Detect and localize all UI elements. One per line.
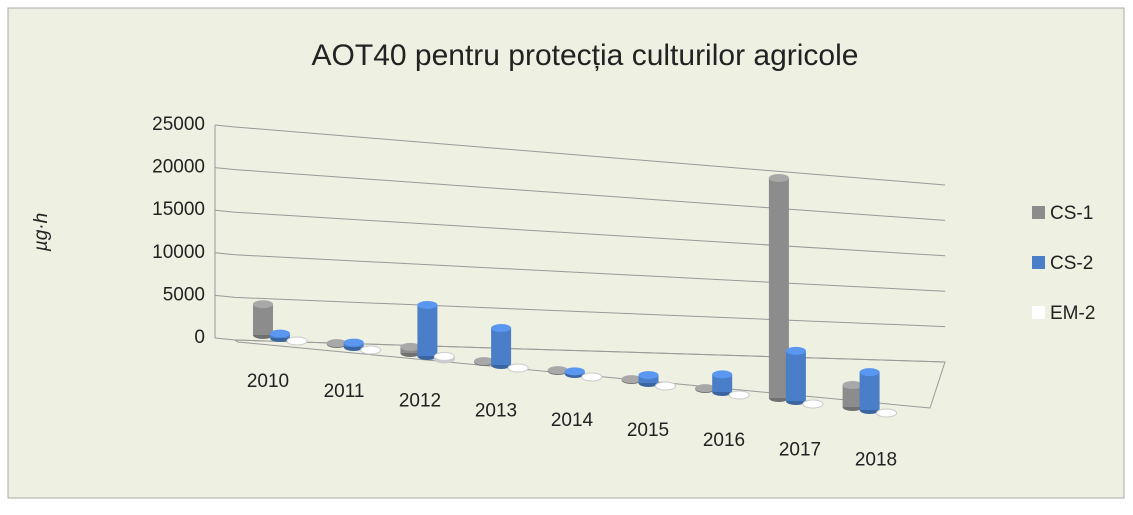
y-axis-label: µg·h [31,213,52,252]
grid-line [214,209,946,257]
cylinder [695,384,716,393]
x-tick-label: 2015 [627,420,669,441]
cylinder [768,174,789,402]
legend-label: CS-2 [1050,253,1093,274]
cylinder [343,338,364,351]
x-tick-label: 2016 [703,430,745,451]
cylinder [286,336,308,346]
y-tick-label: 5000 [163,284,205,305]
grid-line [214,294,946,328]
cylinder [655,381,676,391]
cylinder [728,390,750,400]
chart-area [7,7,1125,499]
chart-title: AOT40 pentru protecția culturilor agrico… [312,39,859,72]
cylinder [802,399,824,409]
x-tick-label: 2012 [399,391,441,412]
grid-line [214,124,946,186]
cylinder [859,368,880,414]
cylinder [507,363,529,373]
cylinder [326,339,347,348]
y-tick-label: 20000 [152,157,205,178]
legend-label: CS-1 [1050,203,1093,224]
cylinder [360,345,382,355]
cylinder [491,324,512,369]
cylinder [400,342,421,357]
cylinder [842,381,863,411]
x-tick-label: 2018 [855,449,897,470]
cylinder [785,346,806,405]
grid-line [214,252,946,292]
cylinder [564,367,585,378]
cylinder [433,351,455,364]
legend-swatch [1032,206,1045,219]
y-tick-label: 0 [194,327,205,348]
x-tick-label: 2014 [551,410,594,431]
cylinder [253,300,273,339]
y-tick-label: 10000 [152,242,205,263]
x-tick-label: 2017 [779,440,821,461]
grid-line [214,167,946,221]
cylinder [581,372,603,382]
grid-line [214,337,946,363]
legend-swatch [1032,256,1045,269]
x-tick-label: 2013 [475,400,517,421]
cylinder [474,357,495,366]
y-tick-label: 25000 [152,114,205,135]
cylinder [876,408,898,418]
cylinder [270,329,290,342]
cylinder [712,370,733,396]
cylinder [621,375,642,384]
cylinder [547,366,568,375]
x-tick-label: 2010 [247,371,289,392]
cylinder [417,300,438,360]
y-tick-label: 15000 [152,199,205,220]
legend-swatch [1032,306,1045,319]
cylinder [638,371,659,387]
x-tick-label: 2011 [324,381,365,402]
legend-label: EM-2 [1050,303,1095,324]
